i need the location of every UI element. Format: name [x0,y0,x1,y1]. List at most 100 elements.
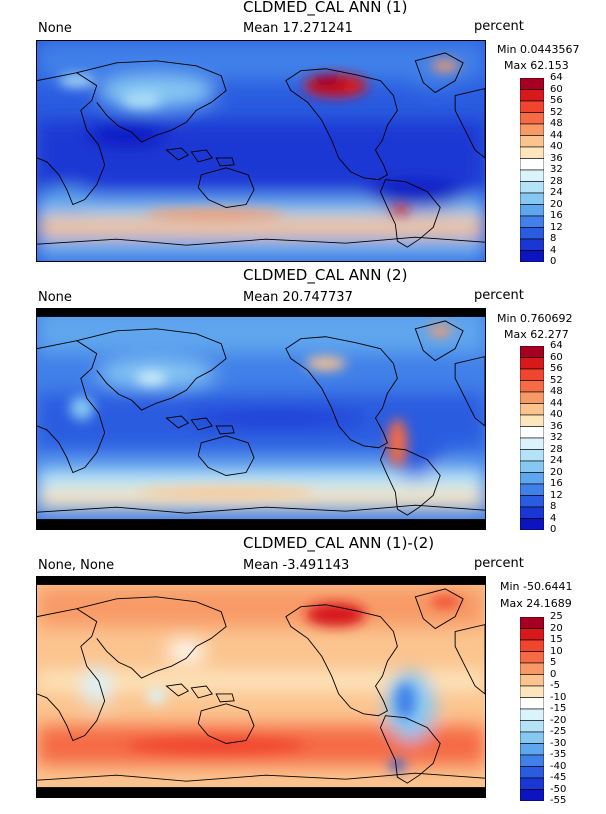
colorbar-swatch [520,380,544,393]
colorbar-tick-label: 64 [550,72,563,83]
panel-1-max: Max 62.153 [504,59,569,72]
colorbar-tick-label: 44 [550,397,563,409]
panel-2-map [36,308,486,530]
colorbar-swatch [520,238,544,251]
colorbar-tick-label: 15 [550,634,563,645]
colorbar-tick-label: -10 [550,691,567,703]
colorbar-swatch [520,766,544,779]
colorbar-swatch [520,639,544,652]
colorbar-tick-label: 24 [550,455,563,466]
colorbar-swatch [520,426,544,439]
colorbar-swatch [520,754,544,767]
panel-3-title: CLDMED_CAL ANN (1)-(2) [243,534,435,552]
colorbar-swatch [520,78,544,90]
colorbar-swatch [520,215,544,228]
panel-3-left-label: None, None [38,558,115,573]
colorbar-tick-label: 24 [550,187,563,198]
colorbar-tick-label: 16 [550,210,563,221]
colorbar-tick-label: -25 [550,726,567,737]
colorbar-tick-label: 64 [550,340,563,351]
colorbar-tick-label: 28 [550,443,563,455]
colorbar-tick-label: 52 [550,374,563,386]
panel-3-max: Max 24.1689 [500,597,572,610]
colorbar-tick-label: 56 [550,363,563,374]
colorbar-swatch [520,437,544,450]
colorbar-tick-label: 36 [550,152,563,164]
colorbar-swatch [520,460,544,473]
colorbar-tick-label: 48 [550,118,563,129]
colorbar-swatch [520,250,544,262]
colorbar-tick-label: 0 [550,256,557,267]
colorbar-tick-label: 40 [550,141,563,152]
colorbar-tick-label: 60 [550,351,563,363]
panel-2-left-label: None [38,290,72,305]
colorbar-swatch [520,449,544,462]
colorbar-tick-label: -45 [550,772,567,783]
colorbar-swatch [520,204,544,217]
colorbar-swatch [520,368,544,381]
colorbar-tick-label: -30 [550,737,567,749]
colorbar-swatch [520,506,544,519]
panel-2-title: CLDMED_CAL ANN (2) [243,266,408,284]
colorbar-swatch [520,100,544,113]
panel-3-min: Min -50.6441 [500,580,573,593]
panel-2-units: percent [474,288,524,303]
colorbar-swatch [520,685,544,698]
colorbar-tick-label: 28 [550,175,563,187]
colorbar-tick-label: 20 [550,622,563,634]
colorbar-swatch [520,628,544,641]
colorbar-swatch [520,89,544,102]
colorbar-swatch [520,483,544,496]
colorbar-tick-label: -20 [550,714,567,726]
colorbar-tick-label: 0 [550,668,557,680]
colorbar-swatch [520,112,544,125]
colorbar-swatch [520,789,544,801]
panel-1-map [36,40,486,262]
panel-3-map [36,576,486,798]
colorbar-swatch [520,731,544,744]
colorbar-tick-label: 8 [550,233,557,244]
colorbar-tick-label: 8 [550,501,557,512]
colorbar-tick-label: 40 [550,409,563,420]
colorbar-swatch [520,181,544,194]
colorbar-tick-label: 5 [550,657,557,668]
colorbar-tick-label: 0 [550,524,557,535]
colorbar-swatch [520,743,544,756]
colorbar-tick-label: 48 [550,386,563,397]
colorbar-tick-label: -40 [550,760,567,772]
panel-2-mean: Mean 20.747737 [243,290,353,305]
panel-3-mean: Mean -3.491143 [243,558,350,573]
panel-1-left-label: None [38,21,72,36]
colorbar-swatch [520,495,544,508]
colorbar-swatch [520,651,544,664]
colorbar-swatch [520,227,544,240]
colorbar-tick-label: 36 [550,420,563,432]
panel-1-mean: Mean 17.271241 [243,21,353,36]
colorbar-swatch [520,662,544,675]
colorbar-tick-label: 52 [550,106,563,118]
colorbar-tick-label: 20 [550,466,563,478]
colorbar-tick-label: 32 [550,164,563,175]
colorbar-tick-label: 20 [550,198,563,210]
colorbar-tick-label: 32 [550,432,563,443]
colorbar-tick-label: -50 [550,783,567,795]
panel-3-colorbar [520,617,544,801]
colorbar-tick-label: 25 [550,611,563,622]
panel-1-colorbar [520,78,544,262]
colorbar-tick-label: -35 [550,749,567,760]
colorbar-tick-label: 4 [550,512,557,524]
colorbar-swatch [520,146,544,159]
colorbar-tick-label: 16 [550,478,563,489]
panel-3-units: percent [474,556,524,571]
colorbar-swatch [520,391,544,404]
colorbar-swatch [520,697,544,710]
colorbar-swatch [520,192,544,205]
panel-1-title: CLDMED_CAL ANN (1) [243,0,408,16]
colorbar-tick-label: 60 [550,83,563,95]
colorbar-swatch [520,777,544,790]
colorbar-swatch [520,708,544,721]
colorbar-tick-label: 10 [550,645,563,657]
colorbar-swatch [520,472,544,485]
colorbar-tick-label: -15 [550,703,567,714]
colorbar-swatch [520,357,544,370]
